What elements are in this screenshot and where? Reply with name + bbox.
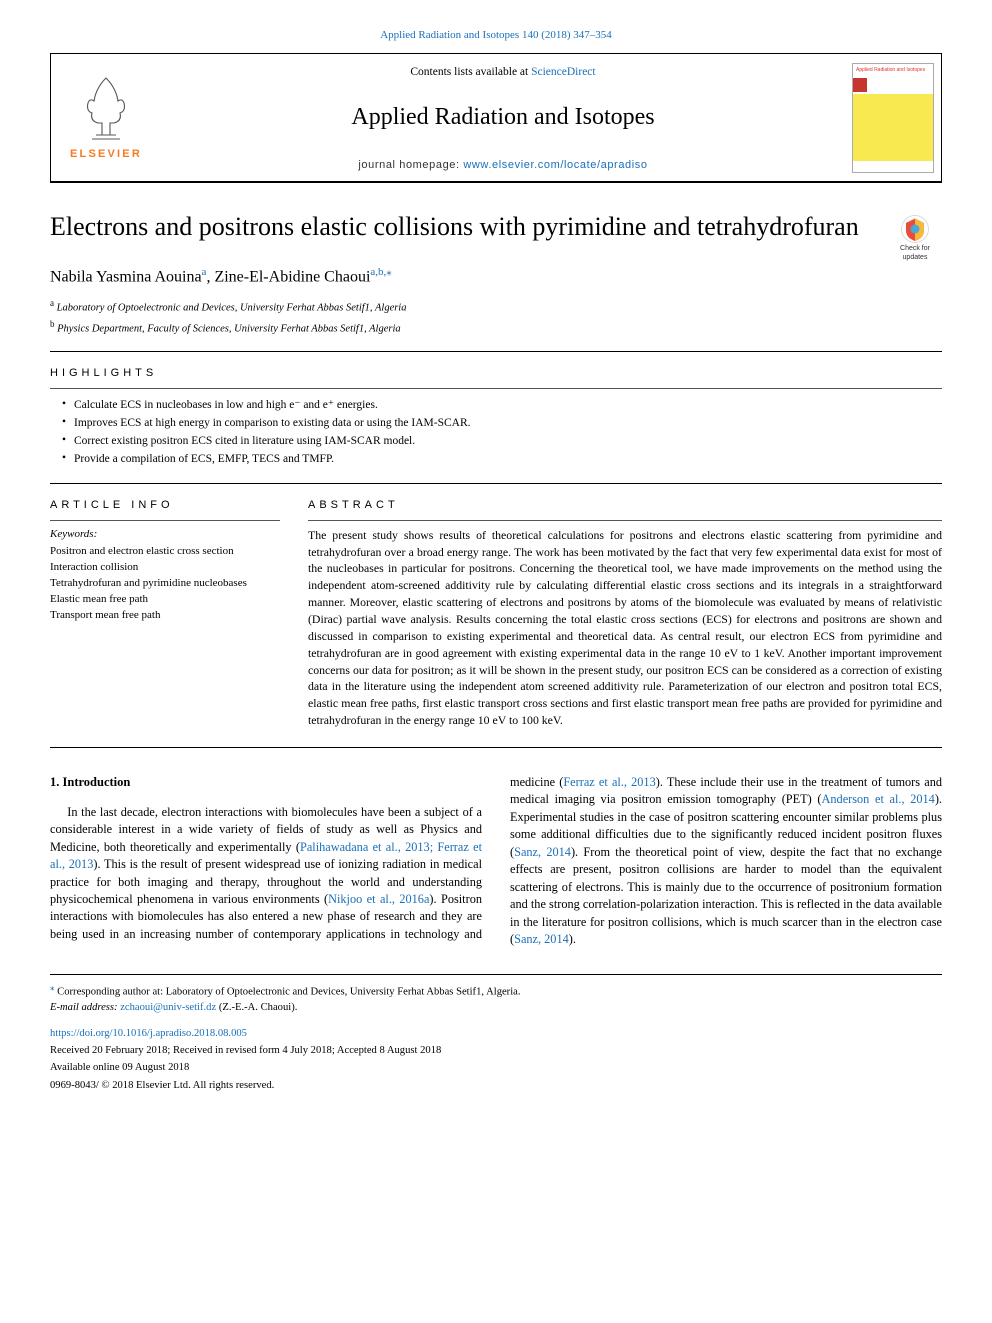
sciencedirect-link[interactable]: ScienceDirect	[531, 66, 596, 78]
highlight-item: Correct existing positron ECS cited in l…	[62, 433, 942, 449]
divider	[50, 483, 942, 484]
contents-line: Contents lists available at ScienceDirec…	[173, 64, 833, 80]
divider	[50, 520, 280, 521]
intro-paragraph: In the last decade, electron interaction…	[50, 774, 942, 949]
homepage-prefix: journal homepage:	[358, 159, 463, 171]
article-info-row: ARTICLE INFO Keywords: Positron and elec…	[50, 498, 942, 729]
keyword-item: Tetrahydrofuran and pyrimidine nucleobas…	[50, 576, 280, 592]
article-info-label: ARTICLE INFO	[50, 498, 280, 513]
email-who: (Z.-E.-A. Chaoui).	[216, 1002, 297, 1013]
citation-link[interactable]: Sanz, 2014	[514, 845, 571, 859]
keyword-item: Interaction collision	[50, 560, 280, 576]
author-1: Nabila Yasmina Aouina	[50, 269, 202, 286]
intro-text: medicine (	[510, 775, 563, 789]
cover-image: Applied Radiation and Isotopes	[852, 63, 934, 173]
journal-header-box: ELSEVIER Contents lists available at Sci…	[50, 53, 942, 183]
author-2-aff: a,b,	[370, 266, 386, 278]
author-2-corr-star: ⁎	[386, 266, 392, 278]
received-line: Received 20 February 2018; Received in r…	[50, 1043, 942, 1058]
elsevier-wordmark: ELSEVIER	[70, 147, 142, 162]
keyword-item: Elastic mean free path	[50, 592, 280, 608]
keywords-list: Positron and electron elastic cross sect…	[50, 544, 280, 624]
divider	[308, 520, 942, 521]
check-updates-icon	[900, 214, 930, 244]
authors-line: Nabila Yasmina Aouinaa, Zine-El-Abidine …	[50, 265, 942, 289]
intro-text: ). From the theoretical point of view, d…	[510, 845, 942, 946]
email-line: E-mail address: zchaoui@univ-setif.dz (Z…	[50, 1000, 942, 1015]
affiliation-a-text: Laboratory of Optoelectronic and Devices…	[57, 303, 407, 314]
available-line: Available online 09 August 2018	[50, 1060, 942, 1075]
doi-link[interactable]: https://doi.org/10.1016/j.apradiso.2018.…	[50, 1026, 942, 1041]
citation-link[interactable]: Ferraz et al., 2013	[563, 775, 655, 789]
corresponding-author: ⁎ Corresponding author at: Laboratory of…	[50, 981, 942, 1000]
citation-link[interactable]: Sanz, 2014	[514, 932, 569, 946]
highlight-item: Provide a compilation of ECS, EMFP, TECS…	[62, 451, 942, 467]
citation-link[interactable]: Nikjoo et al., 2016a	[328, 892, 429, 906]
journal-name: Applied Radiation and Isotopes	[173, 101, 833, 135]
highlights-list: Calculate ECS in nucleobases in low and …	[50, 397, 942, 467]
divider	[50, 351, 942, 352]
homepage-link[interactable]: www.elsevier.com/locate/apradiso	[463, 159, 647, 171]
divider	[50, 388, 942, 389]
affiliation-b-text: Physics Department, Faculty of Sciences,…	[57, 324, 401, 335]
intro-heading: 1. Introduction	[50, 774, 482, 792]
citation-link[interactable]: Anderson et al., 2014	[822, 792, 935, 806]
keyword-item: Positron and electron elastic cross sect…	[50, 544, 280, 560]
check-updates-label: Check for updates	[888, 244, 942, 264]
affiliation-b: b Physics Department, Faculty of Science…	[50, 318, 942, 337]
cover-title-text: Applied Radiation and Isotopes	[856, 67, 925, 74]
affiliation-a: a Laboratory of Optoelectronic and Devic…	[50, 297, 942, 316]
elsevier-logo: ELSEVIER	[51, 54, 161, 181]
homepage-line: journal homepage: www.elsevier.com/locat…	[173, 158, 833, 173]
keywords-label: Keywords:	[50, 527, 280, 542]
journal-cover-thumb: Applied Radiation and Isotopes	[845, 54, 941, 181]
contents-prefix: Contents lists available at	[410, 66, 531, 78]
footer: ⁎ Corresponding author at: Laboratory of…	[0, 981, 992, 1123]
cover-red-block	[853, 78, 867, 92]
keyword-item: Transport mean free path	[50, 608, 280, 624]
divider	[50, 747, 942, 748]
body-two-column: 1. Introduction In the last decade, elec…	[50, 774, 942, 949]
abstract-label: ABSTRACT	[308, 498, 942, 513]
highlight-item: Improves ECS at high energy in compariso…	[62, 415, 942, 431]
highlights-label: HIGHLIGHTS	[50, 366, 942, 381]
intro-text: ).	[569, 932, 576, 946]
highlight-item: Calculate ECS in nucleobases in low and …	[62, 397, 942, 413]
corr-text: Corresponding author at: Laboratory of O…	[57, 987, 520, 998]
email-link[interactable]: zchaoui@univ-setif.dz	[120, 1002, 216, 1013]
footer-divider	[50, 974, 942, 975]
author-1-aff: a	[202, 266, 207, 278]
header-center: Contents lists available at ScienceDirec…	[161, 54, 845, 181]
check-updates-badge[interactable]: Check for updates	[888, 211, 942, 265]
journal-citation-header: Applied Radiation and Isotopes 140 (2018…	[0, 0, 992, 53]
copyright-line: 0969-8043/ © 2018 Elsevier Ltd. All righ…	[50, 1078, 942, 1093]
elsevier-tree-icon	[75, 73, 137, 143]
author-2: Zine-El-Abidine Chaoui	[214, 269, 370, 286]
article-title: Electrons and positrons elastic collisio…	[50, 211, 870, 244]
abstract-text: The present study shows results of theor…	[308, 527, 942, 729]
journal-citation-link[interactable]: Applied Radiation and Isotopes 140 (2018…	[380, 29, 612, 41]
email-label: E-mail address:	[50, 1002, 120, 1013]
